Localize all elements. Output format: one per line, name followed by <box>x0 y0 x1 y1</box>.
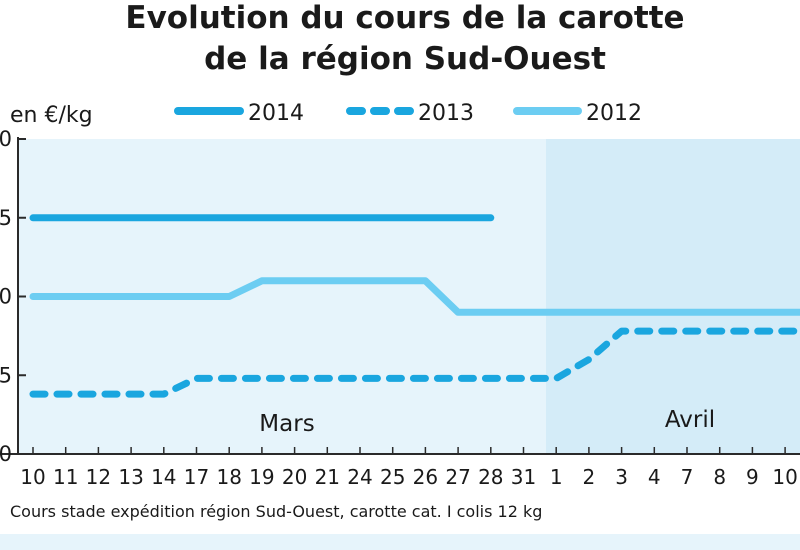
x-tick-label: 26 <box>413 465 438 489</box>
x-tick-label: 12 <box>86 465 111 489</box>
legend-label-2014: 2014 <box>248 101 304 126</box>
x-tick-label: 4 <box>648 465 661 489</box>
x-tick-label: 31 <box>511 465 536 489</box>
y-tick-label: 0 <box>0 285 12 309</box>
x-tick-label: 8 <box>713 465 726 489</box>
x-tick-label: 10 <box>772 465 797 489</box>
x-tick-label: 3 <box>615 465 628 489</box>
period-label-mars: Mars <box>259 411 314 437</box>
x-tick-label: 25 <box>380 465 405 489</box>
y-axis-label: en €/kg <box>10 103 93 128</box>
series-line-2012 <box>29 277 800 316</box>
x-tick-label: 27 <box>445 465 470 489</box>
chart-footnote: Cours stade expédition région Sud-Ouest,… <box>10 502 543 521</box>
bottom-band <box>0 534 800 550</box>
plot-background-avril <box>546 139 800 454</box>
x-tick-label: 28 <box>478 465 503 489</box>
x-tick-label: 2 <box>583 465 596 489</box>
y-tick-label: 5 <box>0 206 12 230</box>
x-tick-label: 19 <box>249 465 274 489</box>
y-tick-label: 0 <box>0 442 12 466</box>
legend-label-2013: 2013 <box>418 101 474 126</box>
period-label-avril: Avril <box>665 407 715 433</box>
x-tick-label: 13 <box>118 465 143 489</box>
series-line-2013 <box>29 327 800 398</box>
x-tick-label: 17 <box>184 465 209 489</box>
x-tick-label: 24 <box>347 465 372 489</box>
y-tick-label: 5 <box>0 363 12 387</box>
x-tick-label: 7 <box>681 465 694 489</box>
x-tick-label: 11 <box>53 465 78 489</box>
x-tick-label: 14 <box>151 465 176 489</box>
x-tick-label: 20 <box>282 465 307 489</box>
chart-title-line2: de la région Sud-Ouest <box>204 41 606 77</box>
x-tick-label: 18 <box>216 465 241 489</box>
chart-title-line1: Evolution du cours de la carotte <box>125 0 685 36</box>
legend-label-2012: 2012 <box>586 101 642 126</box>
y-tick-label: 0 <box>0 127 12 151</box>
x-tick-label: 10 <box>20 465 45 489</box>
x-tick-label: 21 <box>315 465 340 489</box>
x-tick-label: 9 <box>746 465 759 489</box>
x-tick-label: 1 <box>550 465 563 489</box>
